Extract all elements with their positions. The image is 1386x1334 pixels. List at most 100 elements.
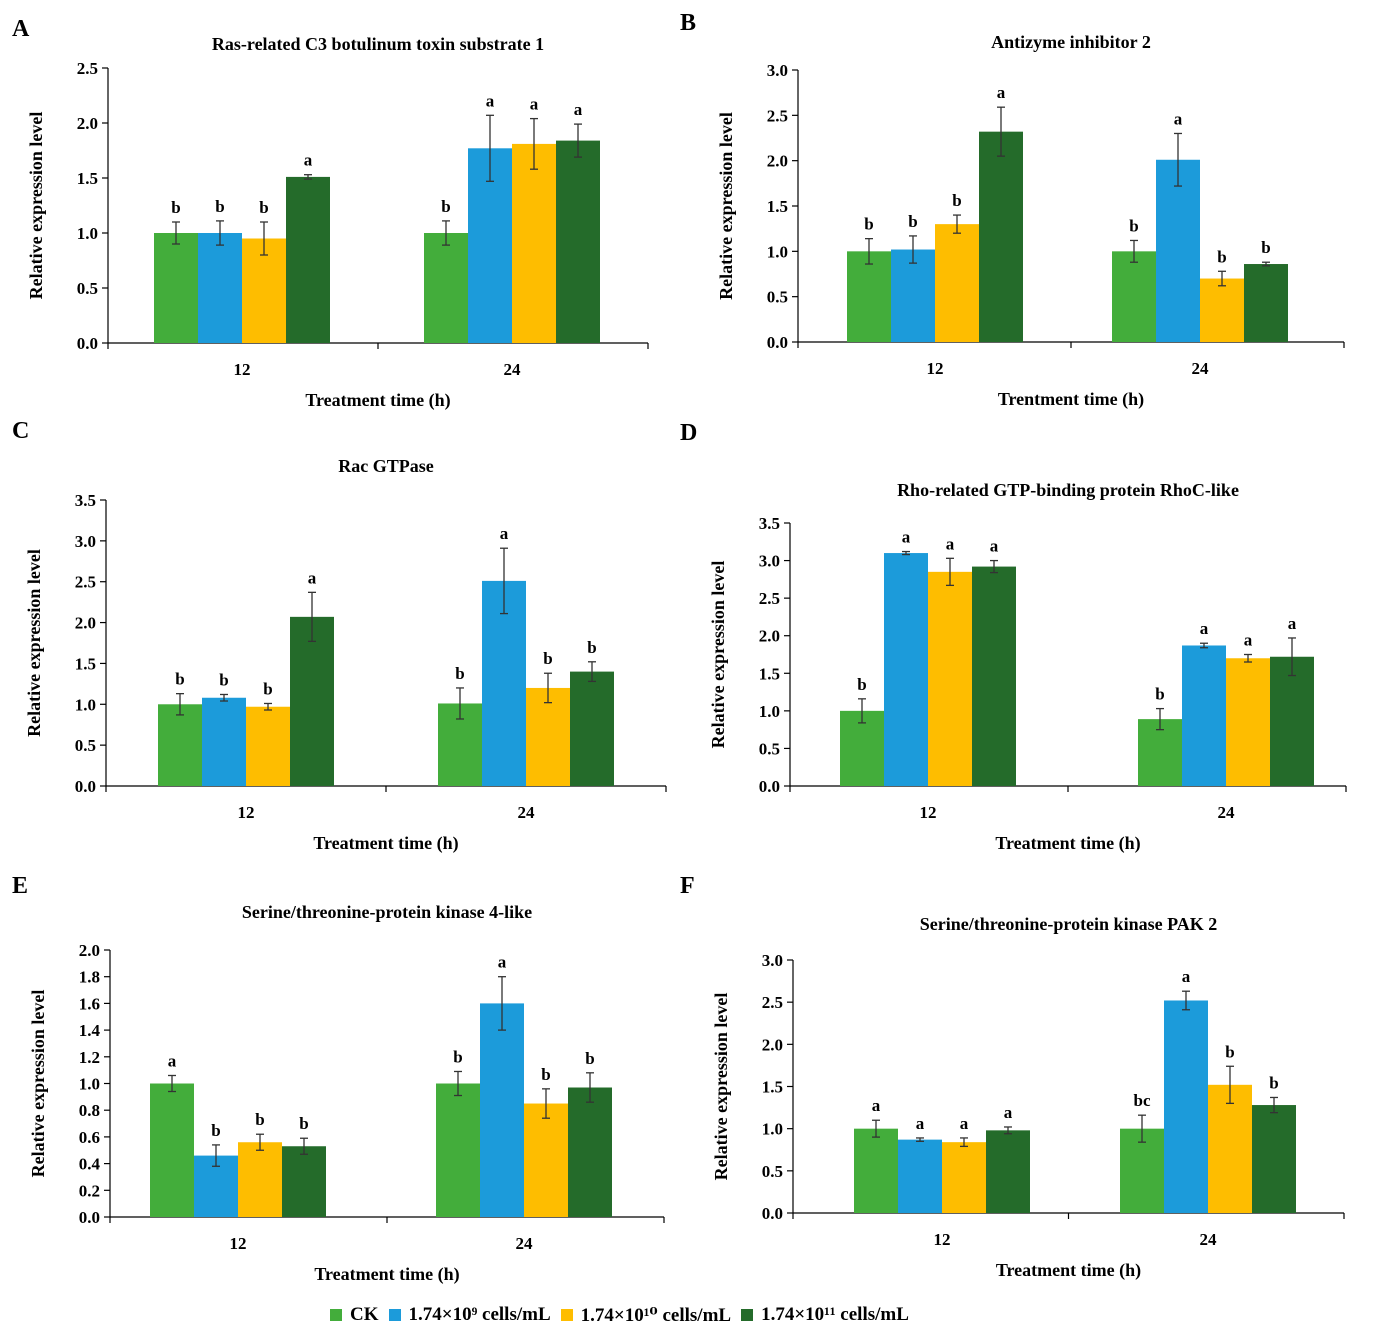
y-tick-label: 1.2 xyxy=(79,1048,100,1067)
x-axis-title: Treatment time (h) xyxy=(996,1260,1141,1281)
y-tick-label: 2.5 xyxy=(77,59,98,78)
x-tick-label: 24 xyxy=(504,360,522,379)
chart-title: Ras-related C3 botulinum toxin substrate… xyxy=(212,34,544,54)
bar xyxy=(286,176,330,343)
panel-letter: F xyxy=(680,873,695,899)
significance-label: a xyxy=(1288,614,1297,633)
bar xyxy=(847,251,891,342)
y-tick-label: 3.0 xyxy=(759,552,780,571)
significance-label: b xyxy=(175,670,184,689)
significance-label: b xyxy=(299,1114,308,1133)
y-tick-label: 0.5 xyxy=(759,739,780,758)
bar xyxy=(972,566,1016,786)
bar xyxy=(1112,251,1156,342)
significance-label: a xyxy=(168,1051,177,1070)
y-tick-label: 2.0 xyxy=(79,941,100,960)
legend-label: 1.74×10¹⁰ cells/mL xyxy=(580,1304,732,1326)
y-tick-label: 0.4 xyxy=(79,1155,101,1174)
x-axis-title: Treatment time (h) xyxy=(313,833,458,854)
significance-label: a xyxy=(1244,631,1253,650)
y-tick-label: 1.0 xyxy=(759,702,780,721)
chart-panel-c: C Rac GTPase 0.0 0.5 1.0 1.5 2.0 2.5 3.0 3.5 b b b a 1… xyxy=(12,418,667,854)
significance-label: a xyxy=(308,568,317,587)
legend-item: 1.74×10¹⁰ cells/mL xyxy=(560,1304,732,1327)
y-tick-label: 1.0 xyxy=(767,242,788,261)
bar xyxy=(202,697,246,786)
significance-label: b xyxy=(1155,685,1164,704)
y-tick-label: 3.0 xyxy=(75,532,96,551)
significance-label: a xyxy=(486,91,495,110)
bar xyxy=(1182,645,1226,786)
legend: CK 1.74×10⁹ cells/mL 1.74×10¹⁰ cells/mL 1.7… xyxy=(330,1300,919,1330)
y-tick-label: 0.5 xyxy=(77,279,98,298)
bar xyxy=(198,233,242,343)
significance-label: a xyxy=(916,1114,925,1133)
chart-panel-f: F Serine/threonine-protein kinase PAK 2 0.… xyxy=(680,873,1345,1281)
significance-label: a xyxy=(872,1096,881,1115)
y-tick-label: 1.0 xyxy=(762,1120,783,1139)
x-tick-label: 12 xyxy=(934,1230,951,1249)
bar xyxy=(158,704,202,786)
y-tick-label: 0.0 xyxy=(759,777,780,796)
bar xyxy=(1208,1084,1252,1213)
panel-letter: B xyxy=(680,10,696,36)
bar xyxy=(242,238,286,343)
significance-label: a xyxy=(1004,1103,1013,1122)
y-tick-label: 0.0 xyxy=(77,334,98,353)
significance-label: b xyxy=(441,197,450,216)
significance-label: a xyxy=(498,953,507,972)
significance-label: b xyxy=(952,191,961,210)
chart-title: Rac GTPase xyxy=(338,456,433,476)
significance-label: b xyxy=(263,679,272,698)
y-tick-label: 1.6 xyxy=(79,994,100,1013)
bar xyxy=(512,143,556,343)
y-tick-label: 1.5 xyxy=(762,1078,783,1097)
panel-letter: A xyxy=(12,16,30,42)
significance-label: b xyxy=(1129,216,1138,235)
panel-letter: C xyxy=(12,418,29,444)
bar xyxy=(154,233,198,343)
y-tick-label: 0.2 xyxy=(79,1181,100,1200)
legend-swatch xyxy=(741,1309,754,1321)
significance-label: b xyxy=(585,1049,594,1068)
legend-swatch xyxy=(560,1309,573,1321)
significance-label: b xyxy=(1269,1073,1278,1092)
bar xyxy=(979,131,1023,342)
y-tick-label: 0.5 xyxy=(762,1162,783,1181)
y-axis-title: Relative expression level xyxy=(26,112,46,300)
significance-label: b xyxy=(1225,1042,1234,1061)
legend-item: CK xyxy=(330,1304,379,1326)
chart-title: Serine/threonine-protein kinase PAK 2 xyxy=(920,914,1218,934)
bar xyxy=(854,1128,898,1213)
legend-item: 1.74×10¹¹ cells/mL xyxy=(741,1304,909,1326)
bar xyxy=(1164,1000,1208,1213)
x-tick-label: 24 xyxy=(1192,359,1210,378)
bar xyxy=(935,224,979,342)
bar xyxy=(282,1146,326,1217)
bar xyxy=(524,1103,568,1217)
legend-item: 1.74×10⁹ cells/mL xyxy=(388,1304,551,1326)
bar xyxy=(1244,264,1288,342)
y-axis-title: Relative expression level xyxy=(24,549,44,737)
significance-label: a xyxy=(960,1114,969,1133)
y-tick-label: 1.5 xyxy=(75,654,96,673)
significance-label: a xyxy=(1200,619,1209,638)
y-axis-title: Relative expression level xyxy=(708,561,728,749)
y-tick-label: 0.0 xyxy=(767,333,788,352)
x-axis-title: Treatment time (h) xyxy=(314,1264,459,1285)
significance-label: b xyxy=(255,1110,264,1129)
legend-label: 1.74×10¹¹ cells/mL xyxy=(761,1304,909,1325)
y-tick-label: 3.5 xyxy=(759,514,780,533)
y-tick-label: 2.5 xyxy=(762,993,783,1012)
y-tick-label: 1.0 xyxy=(75,695,96,714)
significance-label: a xyxy=(946,534,955,553)
x-tick-label: 12 xyxy=(920,803,937,822)
y-tick-label: 0.6 xyxy=(79,1128,100,1147)
significance-label: b xyxy=(857,675,866,694)
y-tick-label: 2.0 xyxy=(762,1035,783,1054)
significance-label: b xyxy=(259,198,268,217)
x-tick-label: 12 xyxy=(230,1234,247,1253)
legend-swatch xyxy=(388,1309,401,1321)
bar xyxy=(436,1083,480,1217)
